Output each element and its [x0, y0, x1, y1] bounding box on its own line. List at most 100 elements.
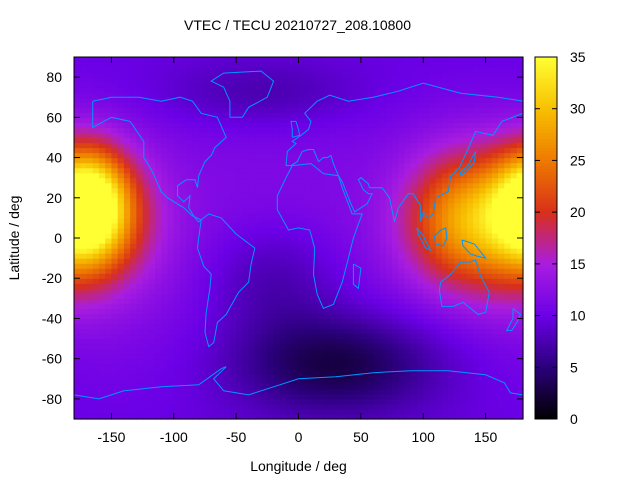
heatmap-cell: [504, 97, 512, 103]
heatmap-cell: [466, 177, 474, 184]
heatmap-cell: [367, 313, 374, 320]
heatmap-cell: [173, 258, 181, 264]
heatmap-cell: [217, 202, 225, 209]
heatmap-cell: [279, 127, 287, 134]
heatmap-cell: [242, 318, 250, 325]
heatmap-cell: [261, 192, 268, 199]
heatmap-cell: [217, 353, 225, 360]
heatmap-cell: [223, 353, 231, 360]
heatmap-cell: [410, 117, 418, 123]
heatmap-cell: [398, 338, 406, 345]
heatmap-cell: [136, 87, 144, 93]
heatmap-cell: [491, 112, 499, 118]
heatmap-cell: [204, 72, 212, 78]
heatmap-cell: [448, 358, 456, 365]
heatmap-cell: [74, 318, 81, 325]
heatmap-cell: [229, 177, 237, 184]
heatmap-cell: [373, 92, 381, 98]
heatmap-cell: [279, 338, 287, 345]
heatmap-cell: [510, 152, 518, 159]
heatmap-cell: [460, 217, 468, 224]
heatmap-cell: [92, 157, 100, 164]
heatmap-cell: [323, 398, 331, 405]
heatmap-cell: [479, 72, 487, 78]
heatmap-cell: [466, 152, 474, 159]
heatmap-cell: [117, 192, 125, 199]
heatmap-cell: [516, 232, 524, 239]
heatmap-cell: [248, 92, 256, 98]
heatmap-cell: [173, 268, 181, 274]
heatmap-cell: [123, 303, 131, 309]
heatmap-cell: [273, 273, 281, 279]
heatmap-cell: [473, 303, 480, 309]
heatmap-cell: [92, 167, 100, 174]
heatmap-cell: [236, 162, 243, 169]
heatmap-cell: [123, 67, 131, 73]
heatmap-cell: [466, 368, 474, 375]
heatmap-cell: [460, 343, 468, 350]
heatmap-cell: [167, 87, 175, 93]
heatmap-cell: [92, 117, 100, 123]
heatmap-cell: [248, 97, 256, 103]
heatmap-cell: [223, 187, 231, 194]
heatmap-cell: [473, 97, 480, 103]
heatmap-cell: [310, 72, 318, 78]
heatmap-cell: [510, 227, 518, 234]
heatmap-cell: [479, 323, 487, 330]
heatmap-cell: [329, 238, 337, 244]
heatmap-cell: [111, 172, 119, 179]
heatmap-cell: [416, 97, 424, 103]
heatmap-cell: [460, 177, 468, 184]
heatmap-cell: [491, 263, 499, 269]
heatmap-cell: [466, 72, 474, 78]
heatmap-cell: [279, 298, 287, 304]
heatmap-cell: [441, 82, 449, 88]
heatmap-cell: [92, 263, 100, 269]
heatmap-cell: [105, 92, 113, 98]
heatmap-cell: [485, 77, 493, 83]
heatmap-cell: [248, 227, 256, 234]
heatmap-cell: [229, 368, 237, 375]
heatmap-cell: [329, 398, 337, 405]
heatmap-cell: [335, 298, 343, 304]
heatmap-cell: [254, 253, 262, 259]
heatmap-cell: [410, 248, 418, 254]
heatmap-cell: [142, 77, 150, 83]
heatmap-cell: [317, 278, 325, 284]
heatmap-cell: [223, 177, 231, 184]
heatmap-cell: [367, 187, 374, 194]
heatmap-cell: [292, 328, 300, 335]
heatmap-cell: [130, 408, 137, 415]
heatmap-cell: [298, 137, 306, 144]
heatmap-cell: [80, 303, 88, 309]
heatmap-cell: [86, 142, 94, 149]
heatmap-cell: [473, 333, 480, 340]
heatmap-cell: [148, 172, 156, 179]
heatmap-cell: [491, 77, 499, 83]
heatmap-cell: [204, 348, 212, 355]
heatmap-cell: [223, 112, 231, 118]
heatmap-cell: [354, 207, 362, 214]
heatmap-cell: [392, 238, 399, 244]
heatmap-cell: [248, 343, 256, 350]
heatmap-cell: [317, 273, 325, 279]
heatmap-cell: [504, 383, 512, 390]
heatmap-cell: [404, 243, 412, 249]
heatmap-cell: [329, 132, 337, 139]
heatmap-cell: [229, 197, 237, 204]
heatmap-cell: [86, 378, 94, 385]
heatmap-cell: [317, 353, 325, 360]
heatmap-cell: [86, 222, 94, 229]
heatmap-cell: [105, 122, 113, 128]
heatmap-cell: [491, 363, 499, 370]
heatmap-cell: [379, 202, 387, 209]
heatmap-cell: [161, 318, 169, 325]
heatmap-cell: [385, 112, 393, 118]
heatmap-cell: [510, 222, 518, 229]
heatmap-cell: [335, 182, 343, 189]
heatmap-cell: [435, 393, 443, 400]
heatmap-cell: [111, 217, 119, 224]
heatmap-cell: [180, 388, 187, 395]
heatmap-cell: [423, 243, 431, 249]
heatmap-cell: [516, 72, 524, 78]
